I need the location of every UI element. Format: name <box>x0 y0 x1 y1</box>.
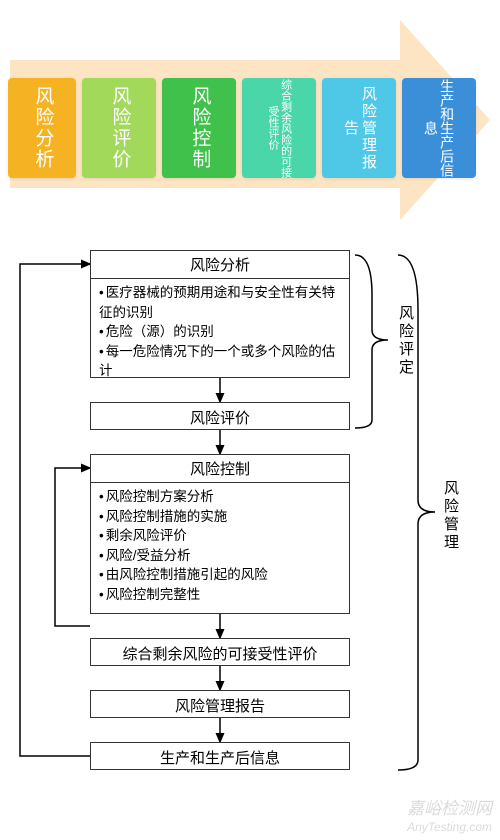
process-card-label: 风险分析 <box>31 86 54 170</box>
process-card-label: 风险管理报告 <box>341 78 377 178</box>
bullet-item: 风险控制完整性 <box>99 585 341 605</box>
bullet-item: 危险（源）的识别 <box>99 322 341 342</box>
box-bullets: 风险控制方案分析风险控制措施的实施剩余风险评价风险/受益分析由风险控制措施引起的… <box>91 483 349 610</box>
bullet-item: 风险控制措施的实施 <box>99 507 341 527</box>
box-title: 风险控制 <box>91 455 349 483</box>
box-title: 风险评价 <box>91 403 349 432</box>
process-card-4: 风险管理报告 <box>322 78 396 178</box>
bullet-item: 每一危险情况下的一个或多个风险的估计 <box>99 342 341 381</box>
process-card-label: 生产和生产后信息 <box>423 78 455 178</box>
bullet-item: 风险控制方案分析 <box>99 487 341 507</box>
box-risk-analysis: 风险分析 医疗器械的预期用途和与安全性有关特征的识别危险（源）的识别每一危险情况… <box>90 250 350 378</box>
box-title: 风险管理报告 <box>91 691 349 720</box>
box-risk-report: 风险管理报告 <box>90 690 350 718</box>
process-card-2: 风险控制 <box>162 78 236 178</box>
box-residual-risk: 综合剩余风险的可接受性评价 <box>90 638 350 666</box>
box-post-production: 生产和生产后信息 <box>90 742 350 770</box>
process-card-0: 风险分析 <box>8 78 76 178</box>
watermark-line1: 嘉峪检测网 <box>407 799 492 819</box>
watermark-line2: AnyTesting.com <box>407 820 492 834</box>
box-title: 生产和生产后信息 <box>91 743 349 772</box>
flowchart-section: 风险分析 医疗器械的预期用途和与安全性有关特征的识别危险（源）的识别每一危险情况… <box>0 250 500 810</box>
box-title: 综合剩余风险的可接受性评价 <box>91 639 349 668</box>
label-risk-management: 风险管理 <box>440 480 461 552</box>
bullet-item: 风险/受益分析 <box>99 546 341 566</box>
process-card-1: 风险评价 <box>82 78 156 178</box>
box-bullets: 医疗器械的预期用途和与安全性有关特征的识别危险（源）的识别每一危险情况下的一个或… <box>91 279 349 387</box>
bullet-item: 医疗器械的预期用途和与安全性有关特征的识别 <box>99 283 341 322</box>
process-arrow-section: 风险分析 风险评价 风险控制 综合剩余风险的可接受性评价 风险管理报告 生产和生产后信息 <box>0 20 500 240</box>
process-cards: 风险分析 风险评价 风险控制 综合剩余风险的可接受性评价 风险管理报告 生产和生产后信息 <box>8 78 488 178</box>
bullet-item: 剩余风险评价 <box>99 526 341 546</box>
bullet-item: 由风险控制措施引起的风险 <box>99 565 341 585</box>
box-risk-control: 风险控制 风险控制方案分析风险控制措施的实施剩余风险评价风险/受益分析由风险控制… <box>90 454 350 614</box>
process-card-5: 生产和生产后信息 <box>402 78 476 178</box>
box-risk-evaluate: 风险评价 <box>90 402 350 430</box>
process-card-3: 综合剩余风险的可接受性评价 <box>242 78 316 178</box>
box-title: 风险分析 <box>91 251 349 279</box>
watermark: 嘉峪检测网 AnyTesting.com <box>407 799 492 834</box>
process-card-label: 风险评价 <box>108 86 131 170</box>
process-card-label: 风险控制 <box>188 86 211 170</box>
label-risk-assessment: 风险评定 <box>395 305 416 377</box>
process-card-label: 综合剩余风险的可接受性评价 <box>266 78 291 178</box>
